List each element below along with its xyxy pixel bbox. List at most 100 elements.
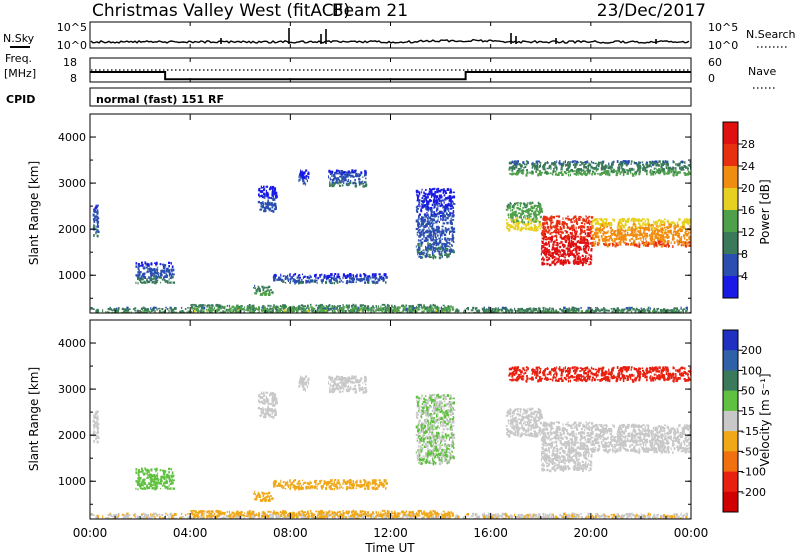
power-echo-cell — [657, 238, 660, 241]
power-echo-cell — [623, 218, 625, 221]
power-echo-cell — [559, 227, 563, 231]
power-echo-cell — [349, 281, 352, 284]
power-echo-cell — [533, 214, 535, 217]
power-echo-cell — [529, 202, 532, 205]
power-echo-cell — [550, 255, 553, 257]
power-echo-cell — [441, 309, 444, 313]
power-echo-cell — [301, 281, 303, 284]
power-echo-cell — [524, 227, 528, 231]
power-echo-cell — [641, 226, 644, 230]
power-echo-cell — [516, 214, 518, 217]
power-echo-cell — [538, 204, 541, 206]
power-echo-cell — [252, 287, 255, 289]
power-echo-cell — [689, 237, 691, 241]
power-echo-cell — [341, 174, 343, 178]
power-echo-cell — [508, 206, 510, 210]
power-echo-cell — [677, 229, 679, 232]
power-echo-cell — [656, 308, 659, 311]
power-echo-cell — [141, 308, 144, 311]
power-echo-cell — [417, 226, 419, 229]
power-echo-cell — [531, 166, 534, 169]
power-echo-cell — [368, 277, 370, 280]
power-echo-cell — [661, 167, 664, 170]
power-echo-cell — [587, 306, 590, 310]
power-echo-cell — [545, 229, 548, 233]
power-echo-cell — [643, 309, 646, 312]
power-echo-cell — [657, 225, 659, 229]
power-echo-cell — [516, 173, 519, 176]
power-echo-cell — [567, 241, 571, 245]
power-echo-cell — [282, 275, 284, 278]
power-echo-cell — [532, 220, 535, 224]
power-echo-cell — [574, 232, 577, 235]
power-echo-cell — [571, 229, 574, 232]
power-echo-cell — [343, 178, 346, 182]
power-echo-cell — [682, 169, 685, 171]
power-echo-cell — [367, 307, 369, 309]
power-echo-cell — [541, 244, 543, 247]
power-echo-cell — [622, 236, 626, 239]
power-echo-cell — [570, 161, 572, 163]
power-echo-cell — [442, 206, 444, 209]
power-echo-cell — [198, 304, 200, 308]
power-echo-cell — [424, 220, 426, 222]
power-echo-cell — [545, 251, 547, 254]
power-echo-cell — [383, 279, 385, 282]
power-echo-cell — [514, 307, 516, 311]
power-echo-cell — [683, 161, 686, 163]
power-echo-cell — [422, 194, 425, 197]
power-echo-cell — [440, 234, 442, 237]
power-echo-cell — [684, 166, 688, 169]
power-echo-cell — [443, 198, 447, 201]
freq-label-line1: Freq. — [5, 52, 32, 65]
power-echo-cell — [651, 165, 653, 168]
power-echo-cell — [663, 239, 666, 242]
power-echo-cell — [627, 217, 630, 220]
power-echo-cell — [559, 226, 562, 229]
power-echo-cell — [531, 172, 533, 175]
power-echo-cell — [273, 195, 275, 198]
power-echo-cell — [663, 231, 666, 235]
power-echo-cell — [298, 175, 300, 178]
power-echo-cell — [609, 242, 612, 245]
power-echo-cell — [567, 247, 569, 251]
power-echo-cell — [438, 309, 440, 312]
power-echo-cell — [675, 170, 677, 173]
power-echo-cell — [660, 229, 663, 233]
power-echo-cell — [263, 309, 265, 311]
power-echo-cell — [287, 274, 289, 277]
power-echo-cell — [636, 218, 639, 222]
power-echo-cell — [208, 306, 210, 309]
power-echo-cell — [494, 309, 497, 312]
power-echo-cell — [589, 163, 592, 167]
power-echo-cell — [559, 230, 561, 233]
power-echo-cell — [428, 305, 431, 309]
power-echo-cell — [364, 173, 367, 177]
power-echo-cell — [391, 306, 394, 309]
power-echo-cell — [597, 164, 600, 168]
power-echo-cell — [359, 182, 361, 185]
power-echo-cell — [432, 201, 435, 204]
power-echo-cell — [445, 230, 447, 234]
power-echo-cell — [319, 274, 322, 277]
power-echo-cell — [558, 242, 561, 245]
power-echo-cell — [507, 205, 511, 208]
power-echo-cell — [547, 253, 550, 256]
power-echo-cell — [612, 240, 614, 243]
power-echo-cell — [266, 201, 269, 205]
power-echo-cell — [665, 162, 667, 166]
power-echo-cell — [605, 172, 607, 176]
power-echo-cell — [429, 207, 432, 209]
power-echo-cell — [434, 213, 437, 216]
power-echo-cell — [167, 270, 170, 273]
power-echo-cell — [683, 237, 686, 240]
power-echo-cell — [338, 184, 340, 187]
power-echo-cell — [427, 242, 429, 245]
power-echo-cell — [497, 307, 499, 309]
power-echo-cell — [642, 168, 644, 171]
power-echo-cell — [317, 276, 320, 280]
power-echo-cell — [96, 308, 99, 311]
power-echo-cell — [592, 310, 594, 313]
power-echo-cell — [152, 306, 155, 310]
power-echo-cell — [452, 230, 456, 233]
